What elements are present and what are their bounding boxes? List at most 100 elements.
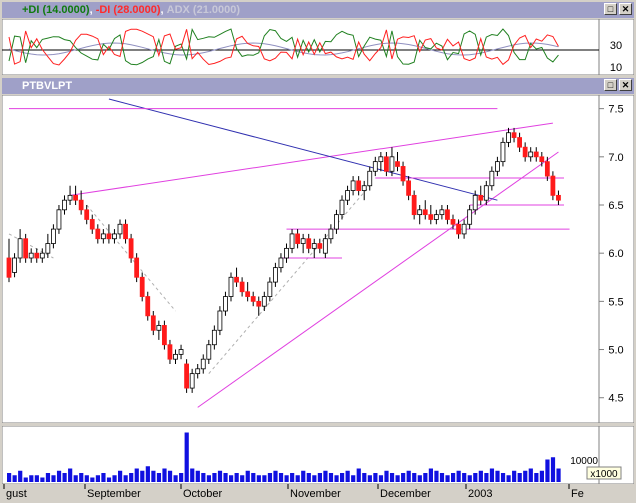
candle[interactable] <box>184 359 190 393</box>
candle[interactable] <box>350 176 356 196</box>
candle[interactable] <box>339 195 345 220</box>
candle[interactable] <box>417 205 423 225</box>
candle[interactable] <box>528 147 534 162</box>
candle[interactable] <box>506 127 511 148</box>
candle[interactable] <box>395 152 400 172</box>
candle[interactable] <box>123 219 128 244</box>
candle[interactable] <box>223 291 228 316</box>
candle[interactable] <box>234 267 239 287</box>
candle[interactable] <box>306 233 312 254</box>
candle[interactable] <box>494 156 500 177</box>
candle[interactable] <box>544 156 550 181</box>
candle[interactable] <box>367 166 373 191</box>
candle[interactable] <box>406 176 412 201</box>
candle[interactable] <box>39 248 45 263</box>
candle[interactable] <box>106 224 112 244</box>
candle[interactable] <box>556 190 561 205</box>
candle[interactable] <box>483 180 489 205</box>
candle[interactable] <box>34 248 40 263</box>
candle[interactable] <box>28 248 34 263</box>
candle[interactable] <box>378 152 384 172</box>
candle[interactable] <box>84 205 90 225</box>
candle[interactable] <box>62 195 67 215</box>
indicator-pane-title[interactable]: +DI (14.0000), -DI (28.0000), ADX (21.00… <box>2 2 634 18</box>
candle[interactable] <box>134 253 140 283</box>
candle[interactable] <box>411 190 417 220</box>
candle[interactable] <box>6 238 12 283</box>
candle[interactable] <box>456 219 461 239</box>
candle[interactable] <box>467 205 473 230</box>
candle[interactable] <box>433 209 439 225</box>
candle[interactable] <box>445 205 450 225</box>
candle[interactable] <box>334 209 339 234</box>
trendline-falling-blue[interactable] <box>108 98 498 201</box>
candle[interactable] <box>300 233 306 254</box>
indicator-chart[interactable]: 30 10 <box>2 19 634 75</box>
candle[interactable] <box>73 185 78 205</box>
maximize-button[interactable]: □ <box>604 79 617 91</box>
candle[interactable] <box>12 253 17 278</box>
candle[interactable] <box>200 354 206 374</box>
candle[interactable] <box>517 132 522 152</box>
price-pane-title[interactable]: PTBVLPT □ ✕ <box>2 78 634 94</box>
candle[interactable] <box>356 176 362 196</box>
volume-chart[interactable]: 10000 x1000 <box>2 426 634 484</box>
candle[interactable] <box>161 320 167 350</box>
candle[interactable] <box>289 229 295 254</box>
candle[interactable] <box>51 224 56 249</box>
candle[interactable] <box>439 205 445 220</box>
candle[interactable] <box>239 277 245 297</box>
candle[interactable] <box>383 152 389 177</box>
candle[interactable] <box>228 272 234 302</box>
candle[interactable] <box>117 219 123 239</box>
candle[interactable] <box>23 233 29 263</box>
candle[interactable] <box>211 325 217 350</box>
candle[interactable] <box>100 229 106 244</box>
candle[interactable] <box>89 214 95 234</box>
candle[interactable] <box>128 233 134 263</box>
candle[interactable] <box>284 243 289 263</box>
candle[interactable] <box>95 224 101 244</box>
candle[interactable] <box>500 137 506 167</box>
candle[interactable] <box>245 282 251 302</box>
price-chart[interactable]: 7.5 7.0 6.5 6.0 5.5 5.0 4.5 <box>2 95 634 423</box>
candle[interactable] <box>156 320 162 340</box>
candle[interactable] <box>67 185 73 205</box>
candle[interactable] <box>522 142 528 162</box>
candle[interactable] <box>261 291 267 311</box>
candle[interactable] <box>461 219 467 239</box>
candle[interactable] <box>56 205 62 234</box>
candle[interactable] <box>472 190 478 215</box>
candle[interactable] <box>272 262 278 287</box>
candle[interactable] <box>217 306 223 336</box>
candle[interactable] <box>511 127 517 143</box>
candle[interactable] <box>45 233 51 258</box>
candle[interactable] <box>539 152 545 167</box>
candle[interactable] <box>389 147 395 177</box>
candle[interactable] <box>372 156 378 177</box>
candle[interactable] <box>478 185 484 205</box>
candle[interactable] <box>361 180 367 201</box>
candle[interactable] <box>267 277 273 302</box>
candle[interactable] <box>278 253 284 273</box>
candle[interactable] <box>322 233 328 258</box>
candle[interactable] <box>256 296 262 316</box>
trendline-rising-support[interactable] <box>197 151 559 408</box>
close-button[interactable]: ✕ <box>619 79 632 91</box>
candle[interactable] <box>150 311 156 336</box>
candle[interactable] <box>422 200 428 220</box>
candle[interactable] <box>317 238 323 254</box>
candle[interactable] <box>533 147 539 162</box>
candle[interactable] <box>189 368 195 393</box>
candle[interactable] <box>145 291 151 321</box>
candle[interactable] <box>206 339 212 364</box>
candle[interactable] <box>550 171 556 201</box>
candle[interactable] <box>78 190 84 215</box>
candle[interactable] <box>345 185 350 205</box>
trendline-upper-channel[interactable] <box>69 122 553 196</box>
candle[interactable] <box>400 161 406 186</box>
candle[interactable] <box>167 339 173 364</box>
candle[interactable] <box>250 291 256 307</box>
candle[interactable] <box>311 238 317 258</box>
candle[interactable] <box>295 229 301 249</box>
